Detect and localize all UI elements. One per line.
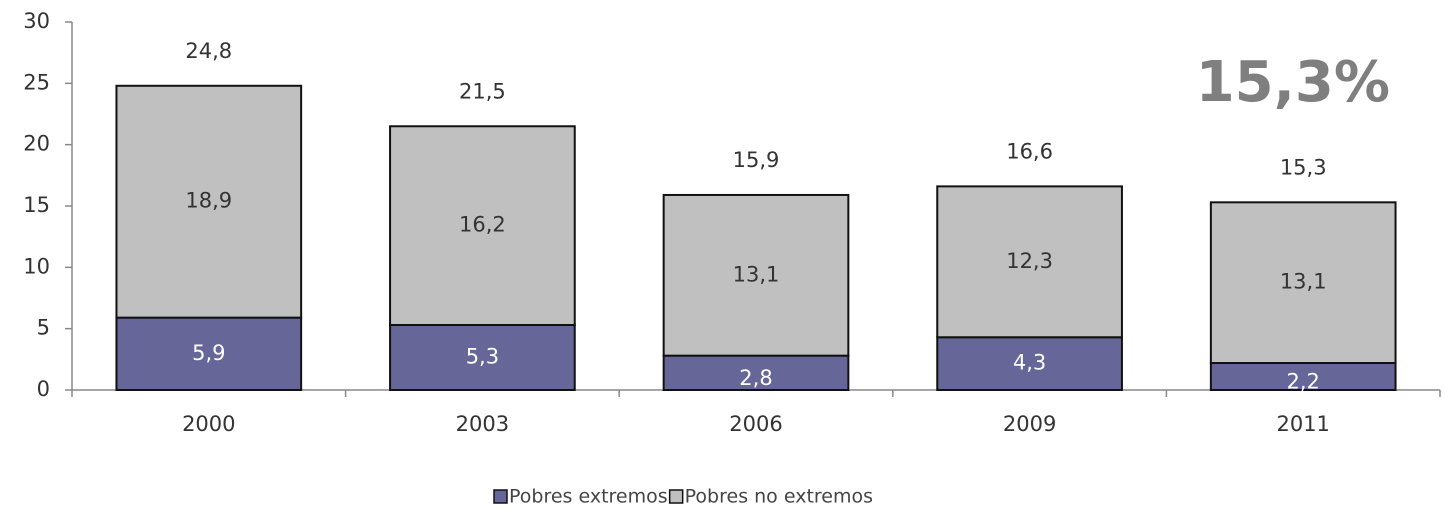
legend-label: Pobres extremos (509, 486, 668, 508)
value-label: 5,3 (466, 344, 499, 368)
x-tick-label: 2006 (729, 412, 782, 436)
annotation: 15,3% (1196, 50, 1390, 115)
value-label: 4,3 (1013, 351, 1046, 375)
x-tick-label: 2011 (1276, 412, 1329, 436)
y-tick-label: 25 (23, 70, 50, 94)
bar-segment (662, 193, 850, 357)
value-label: 5,9 (192, 341, 225, 365)
total-label: 16,6 (1006, 139, 1053, 163)
legend-swatch (493, 489, 508, 504)
x-tick-label: 2009 (1003, 412, 1056, 436)
legend-label: Pobres no extremos (685, 486, 873, 508)
value-label: 2,8 (739, 366, 772, 390)
bar-segment (662, 354, 850, 391)
total-label: 24,8 (185, 39, 232, 63)
x-tick-label: 2003 (456, 412, 509, 436)
bar-segment (936, 185, 1123, 339)
x-tick-label: 2000 (182, 412, 235, 436)
total-label: 15,9 (733, 148, 780, 172)
total-label: 15,3 (1280, 155, 1327, 179)
y-tick-label: 10 (23, 254, 50, 278)
legend-swatch (668, 489, 684, 504)
y-tick-label: 0 (37, 377, 50, 401)
value-label: 18,9 (185, 189, 232, 213)
value-label: 16,2 (459, 213, 506, 237)
y-tick-label: 5 (37, 316, 50, 340)
bar-segment (115, 84, 303, 319)
bar-segment (389, 323, 576, 391)
bar-segment (389, 125, 576, 326)
value-label: 2,2 (1286, 370, 1319, 394)
y-tick-label: 15 (23, 193, 50, 217)
value-label: 12,3 (1006, 249, 1053, 273)
y-tick-label: 30 (23, 9, 50, 33)
total-label: 21,5 (459, 79, 506, 103)
value-label: 13,1 (733, 262, 780, 286)
bar-segment (115, 316, 303, 392)
bar-segment (1209, 201, 1397, 365)
value-label: 13,1 (1280, 270, 1327, 294)
y-tick-label: 20 (23, 132, 50, 156)
